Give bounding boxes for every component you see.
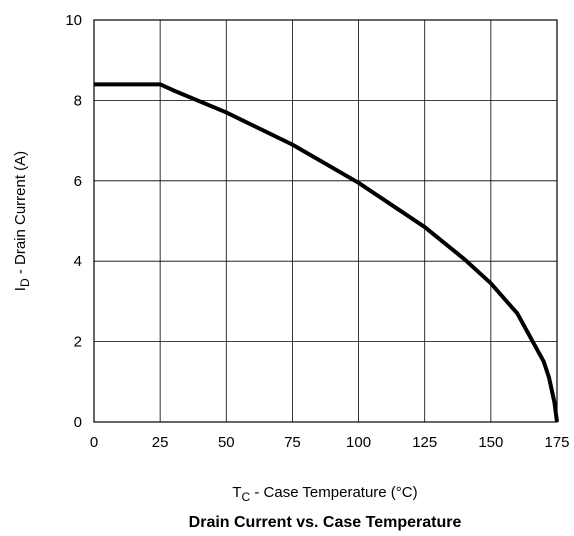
y-tick-label-2: 4 [74, 253, 82, 270]
x-axis-label: TC - Case Temperature (°C) [232, 484, 417, 504]
y-tick-label-4: 8 [74, 92, 82, 109]
x-tick-label-3: 75 [284, 434, 301, 451]
x-tick-label-7: 175 [544, 434, 569, 451]
y-tick-labels: 0 2 4 6 8 10 [65, 12, 82, 431]
x-tick-label-4: 100 [346, 434, 371, 451]
x-tick-label-1: 25 [152, 434, 169, 451]
y-tick-label-3: 6 [74, 173, 82, 190]
x-tick-label-2: 50 [218, 434, 235, 451]
y-tick-label-5: 10 [65, 12, 82, 29]
x-tick-label-5: 125 [412, 434, 437, 451]
y-axis-label: ID - Drain Current (A) [12, 151, 32, 291]
x-tick-label-6: 150 [478, 434, 503, 451]
y-tick-label-1: 2 [74, 334, 82, 351]
y-tick-label-0: 0 [74, 414, 82, 431]
plot-background [94, 20, 557, 422]
chart-title: Drain Current vs. Case Temperature [189, 514, 462, 531]
x-tick-label-0: 0 [90, 434, 98, 451]
x-tick-labels: 0 25 50 75 100 125 150 175 [90, 434, 570, 451]
